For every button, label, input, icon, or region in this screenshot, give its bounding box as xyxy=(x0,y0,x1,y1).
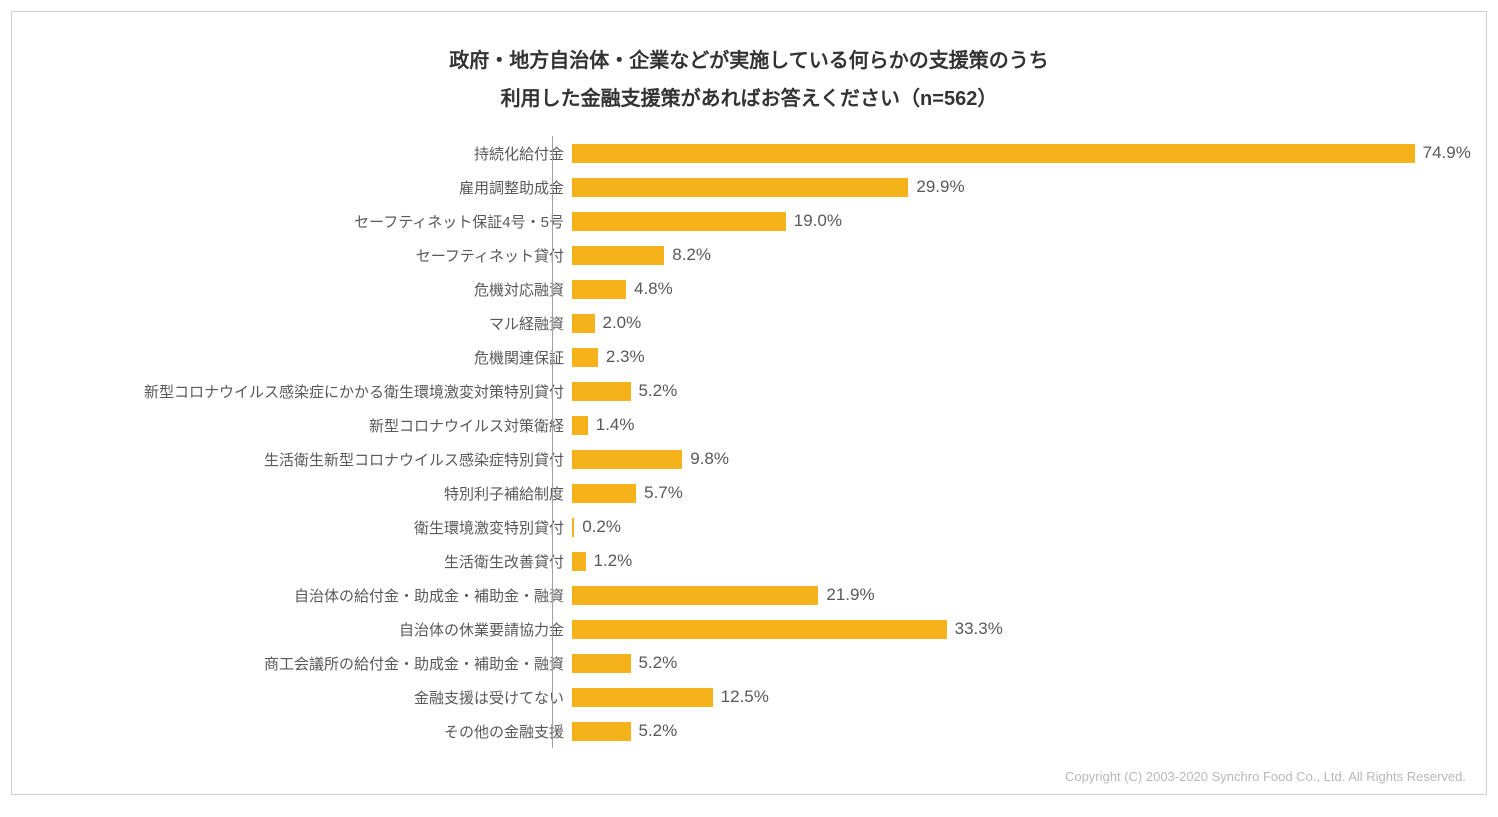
bar-track: 2.3% xyxy=(572,347,1486,367)
bar-fill xyxy=(572,382,631,401)
bar-track: 8.2% xyxy=(572,245,1486,265)
bar-row: 特別利子補給制度 5.7% xyxy=(32,476,1486,510)
bar-category-label: 持続化給付金 xyxy=(32,143,572,164)
bar-row: 危機関連保証 2.3% xyxy=(32,340,1486,374)
bar-track: 21.9% xyxy=(572,585,1486,605)
bar-track: 4.8% xyxy=(572,279,1486,299)
bar-fill xyxy=(572,552,586,571)
bar-fill xyxy=(572,348,598,367)
bar-category-label: マル経融資 xyxy=(32,313,572,334)
bar-fill xyxy=(572,280,626,299)
copyright-text: Copyright (C) 2003-2020 Synchro Food Co.… xyxy=(1065,769,1466,784)
bar-value-label: 5.2% xyxy=(639,653,678,673)
bar-track: 33.3% xyxy=(572,619,1486,639)
bar-track: 29.9% xyxy=(572,177,1486,197)
bar-category-label: 新型コロナウイルス感染症にかかる衛生環境激変対策特別貸付 xyxy=(32,381,572,402)
bar-track: 9.8% xyxy=(572,449,1486,469)
bar-track: 5.2% xyxy=(572,381,1486,401)
bar-track: 5.2% xyxy=(572,721,1486,741)
bar-row: 商工会議所の給付金・助成金・補助金・融資 5.2% xyxy=(32,646,1486,680)
bar-fill xyxy=(572,416,588,435)
bar-category-label: セーフティネット貸付 xyxy=(32,245,572,266)
bar-category-label: 生活衛生改善貸付 xyxy=(32,551,572,572)
bar-value-label: 33.3% xyxy=(955,619,1003,639)
bar-fill xyxy=(572,246,664,265)
bar-track: 5.2% xyxy=(572,653,1486,673)
bar-category-label: 雇用調整助成金 xyxy=(32,177,572,198)
bar-track: 1.2% xyxy=(572,551,1486,571)
bar-category-label: 特別利子補給制度 xyxy=(32,483,572,504)
bar-track: 1.4% xyxy=(572,415,1486,435)
bar-category-label: 新型コロナウイルス対策衛経 xyxy=(32,415,572,436)
bar-value-label: 1.4% xyxy=(596,415,635,435)
bar-row: 衛生環境激変特別貸付 0.2% xyxy=(32,510,1486,544)
bar-category-label: セーフティネット保証4号・5号 xyxy=(32,211,572,232)
bar-value-label: 0.2% xyxy=(582,517,621,537)
bar-fill xyxy=(572,586,818,605)
bar-category-label: 危機関連保証 xyxy=(32,347,572,368)
bar-row: 新型コロナウイルス対策衛経 1.4% xyxy=(32,408,1486,442)
bar-value-label: 2.0% xyxy=(603,313,642,333)
bar-category-label: 生活衛生新型コロナウイルス感染症特別貸付 xyxy=(32,449,572,470)
bar-category-label: 危機対応融資 xyxy=(32,279,572,300)
bar-fill xyxy=(572,144,1415,163)
bar-row: 新型コロナウイルス感染症にかかる衛生環境激変対策特別貸付 5.2% xyxy=(32,374,1486,408)
bar-value-label: 1.2% xyxy=(594,551,633,571)
bar-fill xyxy=(572,518,574,537)
bar-fill xyxy=(572,484,636,503)
bar-row: 生活衛生改善貸付 1.2% xyxy=(32,544,1486,578)
bar-track: 2.0% xyxy=(572,313,1486,333)
bar-track: 74.9% xyxy=(572,143,1486,163)
bar-value-label: 5.2% xyxy=(639,381,678,401)
bar-row: 危機対応融資 4.8% xyxy=(32,272,1486,306)
bar-value-label: 5.2% xyxy=(639,721,678,741)
bar-row: セーフティネット貸付 8.2% xyxy=(32,238,1486,272)
bar-fill xyxy=(572,620,947,639)
bar-value-label: 29.9% xyxy=(916,177,964,197)
bar-value-label: 12.5% xyxy=(721,687,769,707)
chart-title-line2: 利用した金融支援策があればお答えください（n=562） xyxy=(12,80,1486,118)
bar-fill xyxy=(572,654,631,673)
bar-category-label: 自治体の給付金・助成金・補助金・融資 xyxy=(32,585,572,606)
bar-track: 19.0% xyxy=(572,211,1486,231)
bar-fill xyxy=(572,178,908,197)
bar-value-label: 2.3% xyxy=(606,347,645,367)
bar-value-label: 19.0% xyxy=(794,211,842,231)
bar-row: 自治体の給付金・助成金・補助金・融資 21.9% xyxy=(32,578,1486,612)
bar-category-label: その他の金融支援 xyxy=(32,721,572,742)
bar-row: 生活衛生新型コロナウイルス感染症特別貸付 9.8% xyxy=(32,442,1486,476)
bar-row: 持続化給付金 74.9% xyxy=(32,136,1486,170)
bar-value-label: 4.8% xyxy=(634,279,673,299)
bar-track: 0.2% xyxy=(572,517,1486,537)
bar-row: セーフティネット保証4号・5号 19.0% xyxy=(32,204,1486,238)
bar-row: 自治体の休業要請協力金 33.3% xyxy=(32,612,1486,646)
bar-fill xyxy=(572,688,713,707)
chart-bars-area: 持続化給付金 74.9% 雇用調整助成金 29.9% セーフティネット保証4号・5号 19… xyxy=(12,136,1486,748)
bar-value-label: 8.2% xyxy=(672,245,711,265)
bar-row: マル経融資 2.0% xyxy=(32,306,1486,340)
chart-title-line1: 政府・地方自治体・企業などが実施している何らかの支援策のうち xyxy=(12,42,1486,80)
bar-track: 12.5% xyxy=(572,687,1486,707)
bar-fill xyxy=(572,314,595,333)
bar-row: その他の金融支援 5.2% xyxy=(32,714,1486,748)
bar-value-label: 21.9% xyxy=(826,585,874,605)
chart-title-block: 政府・地方自治体・企業などが実施している何らかの支援策のうち 利用した金融支援策… xyxy=(12,42,1486,118)
bar-value-label: 9.8% xyxy=(690,449,729,469)
bar-value-label: 74.9% xyxy=(1423,143,1471,163)
bar-category-label: 金融支援は受けてない xyxy=(32,687,572,708)
bar-row: 金融支援は受けてない 12.5% xyxy=(32,680,1486,714)
bar-row: 雇用調整助成金 29.9% xyxy=(32,170,1486,204)
chart-y-axis xyxy=(552,136,553,748)
chart-container: 政府・地方自治体・企業などが実施している何らかの支援策のうち 利用した金融支援策… xyxy=(11,11,1487,795)
bar-fill xyxy=(572,212,786,231)
bar-category-label: 衛生環境激変特別貸付 xyxy=(32,517,572,538)
bar-fill xyxy=(572,722,631,741)
bar-value-label: 5.7% xyxy=(644,483,683,503)
bar-track: 5.7% xyxy=(572,483,1486,503)
bar-category-label: 商工会議所の給付金・助成金・補助金・融資 xyxy=(32,653,572,674)
bar-fill xyxy=(572,450,682,469)
bar-category-label: 自治体の休業要請協力金 xyxy=(32,619,572,640)
